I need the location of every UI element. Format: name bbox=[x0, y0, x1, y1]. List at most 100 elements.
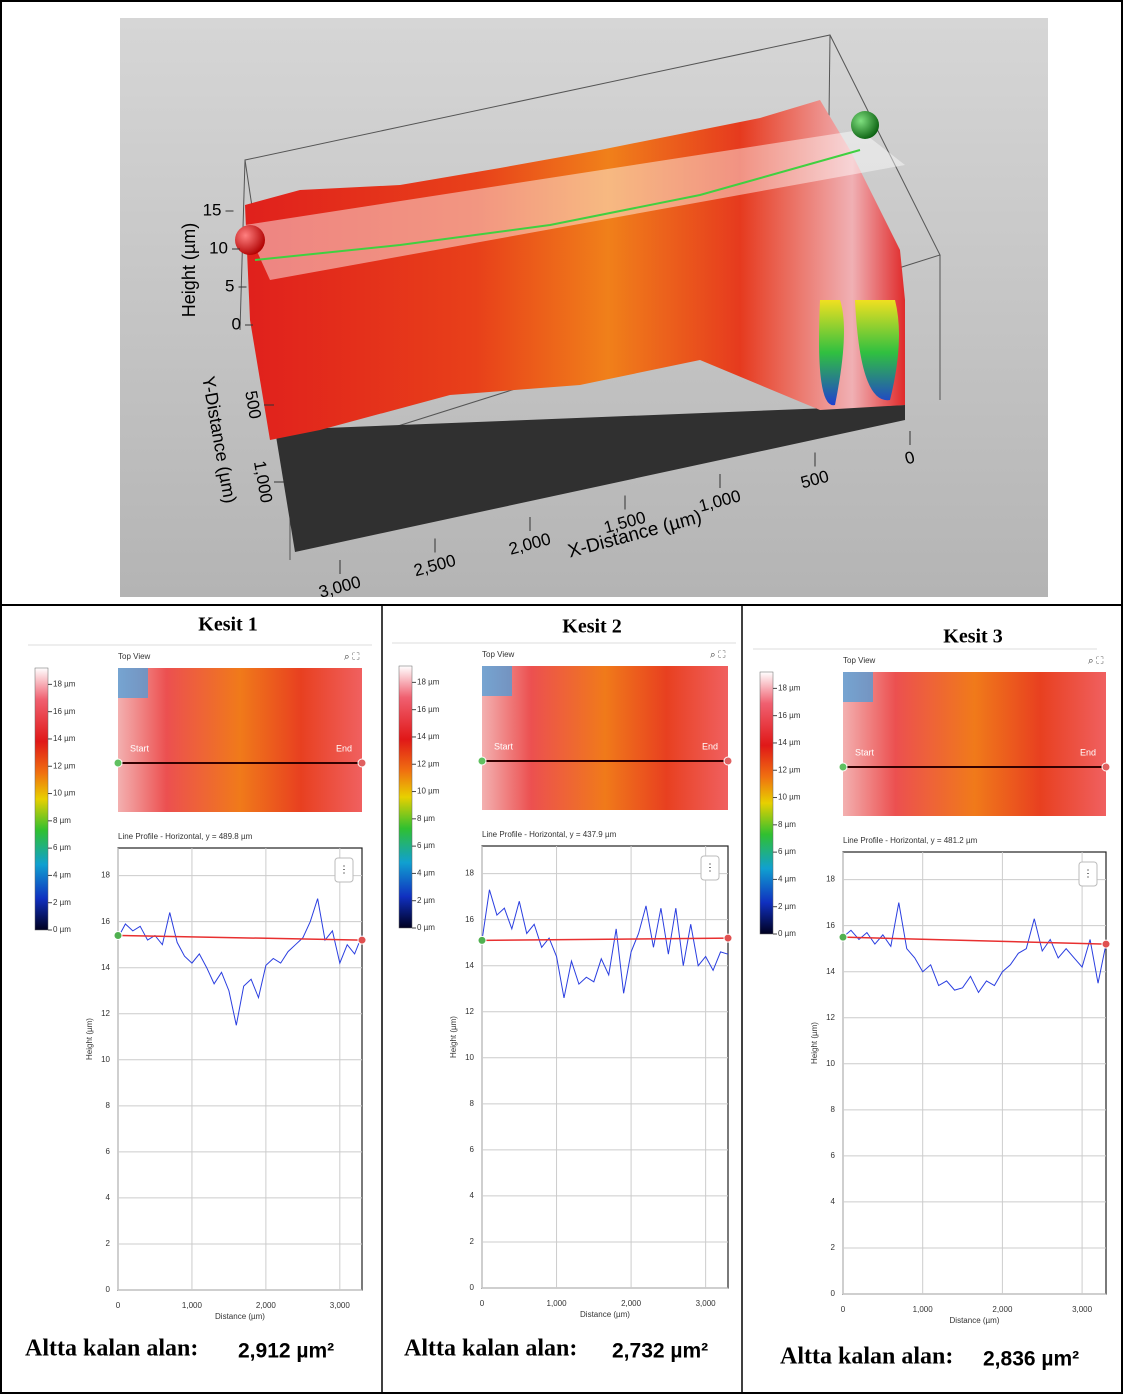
start-handle bbox=[235, 225, 265, 255]
x-axis-label: Distance (µm) bbox=[950, 1316, 1000, 1325]
colorbar-tick-label: 8 µm bbox=[778, 820, 796, 829]
y-tick-label: 6 bbox=[831, 1151, 836, 1160]
y-tick-label: 2 bbox=[470, 1237, 475, 1246]
y-tick-label: 6 bbox=[470, 1145, 475, 1154]
y-tick-label: 0 bbox=[106, 1285, 111, 1294]
area-label: Altta kalan alan: bbox=[780, 1344, 953, 1370]
x-tick-label: 3,000 bbox=[696, 1299, 717, 1308]
y-tick-label: 14 bbox=[101, 963, 110, 972]
z-tick-label: 5 bbox=[225, 276, 234, 295]
colorbar-tick-label: 14 µm bbox=[417, 732, 440, 741]
colorbar-tick-label: 8 µm bbox=[417, 814, 435, 823]
start-handle bbox=[477, 756, 487, 766]
colorbar-tick-label: 18 µm bbox=[417, 677, 440, 686]
x-tick-label: 1,000 bbox=[913, 1305, 934, 1314]
y-axis-label: Height (µm) bbox=[810, 1022, 819, 1064]
colorbar-tick-label: 4 µm bbox=[53, 871, 71, 880]
area-value: 2,732 µm² bbox=[612, 1340, 708, 1363]
profile-title: Line Profile - Horizontal, y = 437.9 µm bbox=[482, 830, 617, 839]
zoom-icon: ⌕ ⛶ bbox=[1088, 656, 1103, 667]
colorbar-tick-label: 2 µm bbox=[417, 896, 435, 905]
top-view-corner bbox=[482, 666, 512, 696]
y-tick-label: 0 bbox=[831, 1289, 836, 1298]
colorbar-tick-label: 6 µm bbox=[778, 847, 796, 856]
z-tick-label: 0 bbox=[232, 314, 241, 333]
colorbar-tick-label: 2 µm bbox=[778, 902, 796, 911]
section-title: Kesit 2 bbox=[562, 616, 621, 638]
colorbar-tick-label: 16 µm bbox=[53, 707, 76, 716]
x-tick-label: 2,000 bbox=[256, 1301, 277, 1310]
reference-handle bbox=[838, 932, 848, 942]
colorbar-tick-label: 2 µm bbox=[53, 898, 71, 907]
plot-frame bbox=[842, 851, 1107, 1295]
menu-dots: ⋮ bbox=[1083, 869, 1093, 880]
y-tick-label: 0 bbox=[470, 1283, 475, 1292]
start-handle bbox=[838, 762, 848, 772]
colorbar-tick-label: 4 µm bbox=[417, 869, 435, 878]
y-tick-label: 14 bbox=[826, 967, 835, 976]
y-tick-label: 12 bbox=[826, 1013, 835, 1022]
y-tick-label: 18 bbox=[101, 871, 110, 880]
menu-button bbox=[700, 855, 720, 881]
top-view-corner bbox=[843, 672, 873, 702]
end-handle bbox=[1101, 762, 1111, 772]
area-value: 2,912 µm² bbox=[238, 1340, 334, 1363]
y-tick-label: 16 bbox=[826, 921, 835, 930]
x-tick-label: 0 bbox=[480, 1299, 485, 1308]
y-tick-label: 16 bbox=[101, 917, 110, 926]
area-label: Altta kalan alan: bbox=[25, 1336, 198, 1362]
x-tick-label: 2,000 bbox=[992, 1305, 1013, 1314]
reference-line bbox=[117, 934, 363, 941]
profile-title: Line Profile - Horizontal, y = 489.8 µm bbox=[118, 832, 253, 841]
colorbar-tick-label: 14 µm bbox=[53, 734, 76, 743]
colorbar bbox=[759, 671, 774, 935]
colorbar-tick-label: 18 µm bbox=[778, 683, 801, 692]
section-panel: Kesit 2 18 µm 16 µm 14 µm 12 µm 10 µm 8 µm 6 µm… bbox=[392, 616, 736, 1363]
colorbar bbox=[398, 665, 413, 929]
top-view-label: Top View bbox=[482, 650, 515, 659]
y-tick-label: 10 bbox=[826, 1059, 835, 1068]
y-tick-label: 16 bbox=[465, 915, 474, 924]
colorbar-tick-label: 10 µm bbox=[417, 787, 440, 796]
top-view-label: Top View bbox=[843, 656, 876, 665]
section-plane bbox=[245, 130, 905, 280]
colorbar-tick-label: 10 µm bbox=[53, 789, 76, 798]
section-title: Kesit 1 bbox=[198, 614, 257, 636]
y-tick-label: 8 bbox=[106, 1101, 111, 1110]
start-label: Start bbox=[494, 741, 514, 751]
y-axis-label: Height (µm) bbox=[449, 1016, 458, 1058]
x-tick-label: 2,000 bbox=[621, 1299, 642, 1308]
x-axis-label: Distance (µm) bbox=[580, 1310, 630, 1319]
reference-line bbox=[842, 936, 1107, 945]
menu-dots: ⋮ bbox=[339, 865, 349, 876]
x-tick-label: 1,000 bbox=[547, 1299, 568, 1308]
end-label: End bbox=[336, 743, 352, 753]
reference-handle bbox=[477, 935, 487, 945]
z-tick-label: 10 bbox=[209, 238, 228, 257]
area-label: Altta kalan alan: bbox=[404, 1336, 577, 1362]
colorbar-tick-label: 12 µm bbox=[417, 759, 440, 768]
y-tick-label: 18 bbox=[465, 869, 474, 878]
y-tick-label: 10 bbox=[101, 1055, 110, 1064]
y-tick-label: 8 bbox=[831, 1105, 836, 1114]
start-label: Start bbox=[855, 747, 875, 757]
menu-button bbox=[1078, 861, 1098, 887]
end-handle bbox=[357, 758, 367, 768]
base bbox=[275, 405, 905, 552]
menu-dots: ⋮ bbox=[705, 863, 715, 874]
profile-line bbox=[481, 889, 729, 999]
colorbar-tick-label: 16 µm bbox=[417, 705, 440, 714]
x-tick-label: 0 bbox=[116, 1301, 121, 1310]
profile-line bbox=[842, 902, 1107, 994]
y-tick-label: 10 bbox=[465, 1053, 474, 1062]
z-axis-label: Height (µm) bbox=[179, 223, 199, 317]
top-view-label: Top View bbox=[118, 652, 151, 661]
end-label: End bbox=[702, 741, 718, 751]
zoom-icon: ⌕ ⛶ bbox=[344, 652, 359, 663]
start-handle bbox=[113, 758, 123, 768]
colorbar-tick-label: 12 µm bbox=[778, 765, 801, 774]
area-value: 2,836 µm² bbox=[983, 1348, 1079, 1371]
x-tick-label: 3,000 bbox=[330, 1301, 351, 1310]
colorbar-tick-label: 6 µm bbox=[417, 841, 435, 850]
